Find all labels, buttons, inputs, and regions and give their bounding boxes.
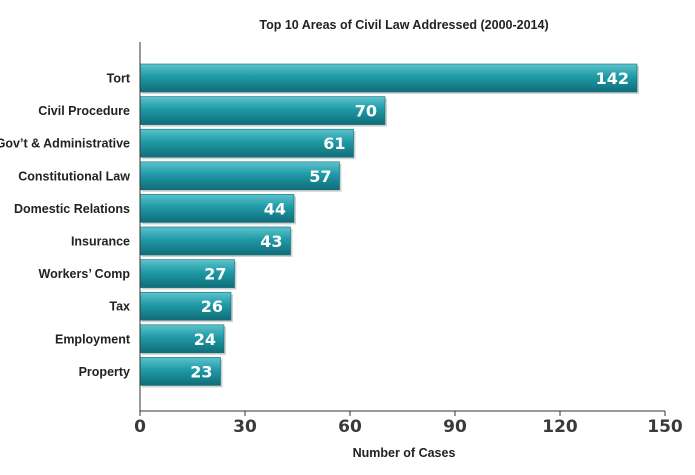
bar — [139, 194, 295, 223]
bar — [139, 357, 221, 386]
value-label: 57 — [309, 167, 331, 186]
category-label: Civil Procedure — [38, 104, 130, 118]
bar — [139, 226, 291, 256]
category-label: Property — [79, 365, 130, 379]
category-label: Tort — [107, 72, 131, 86]
category-label: Constitutional Law — [18, 169, 130, 183]
value-label: 23 — [190, 362, 212, 381]
category-label: Workers’ Comp — [39, 267, 131, 281]
bar — [139, 259, 235, 288]
bar — [139, 63, 638, 93]
category-label: Domestic Relations — [14, 202, 130, 216]
category-label: Gov’t & Administrative — [0, 137, 130, 151]
bar — [139, 161, 340, 191]
bar — [139, 291, 232, 321]
x-tick-label: 0 — [134, 417, 146, 437]
category-label: Employment — [55, 332, 131, 346]
bar — [139, 128, 354, 158]
x-axis-ticks: 0 30 60 90 120 150 — [134, 411, 683, 437]
category-labels: Tort Civil Procedure Gov’t & Administrativ… — [0, 72, 131, 379]
x-tick-label: 30 — [233, 417, 257, 437]
x-tick-label: 90 — [443, 417, 467, 437]
value-label: 142 — [596, 69, 629, 88]
x-axis-title: Number of Cases — [353, 446, 456, 460]
bar — [139, 96, 386, 125]
bars-layer — [139, 63, 639, 388]
category-label: Insurance — [71, 235, 130, 249]
value-label: 26 — [201, 297, 223, 316]
value-label: 43 — [260, 232, 282, 251]
x-tick-label: 60 — [338, 417, 362, 437]
value-label: 61 — [323, 134, 345, 153]
value-labels: 142 70 61 57 44 43 27 26 24 23 — [190, 69, 629, 381]
category-label: Tax — [109, 300, 130, 314]
value-label: 27 — [204, 265, 226, 284]
value-label: 44 — [264, 199, 286, 218]
chart-title: Top 10 Areas of Civil Law Addressed (200… — [259, 18, 548, 32]
x-tick-label: 150 — [647, 417, 683, 437]
value-label: 24 — [194, 330, 216, 349]
value-label: 70 — [355, 102, 377, 121]
x-tick-label: 120 — [542, 417, 578, 437]
